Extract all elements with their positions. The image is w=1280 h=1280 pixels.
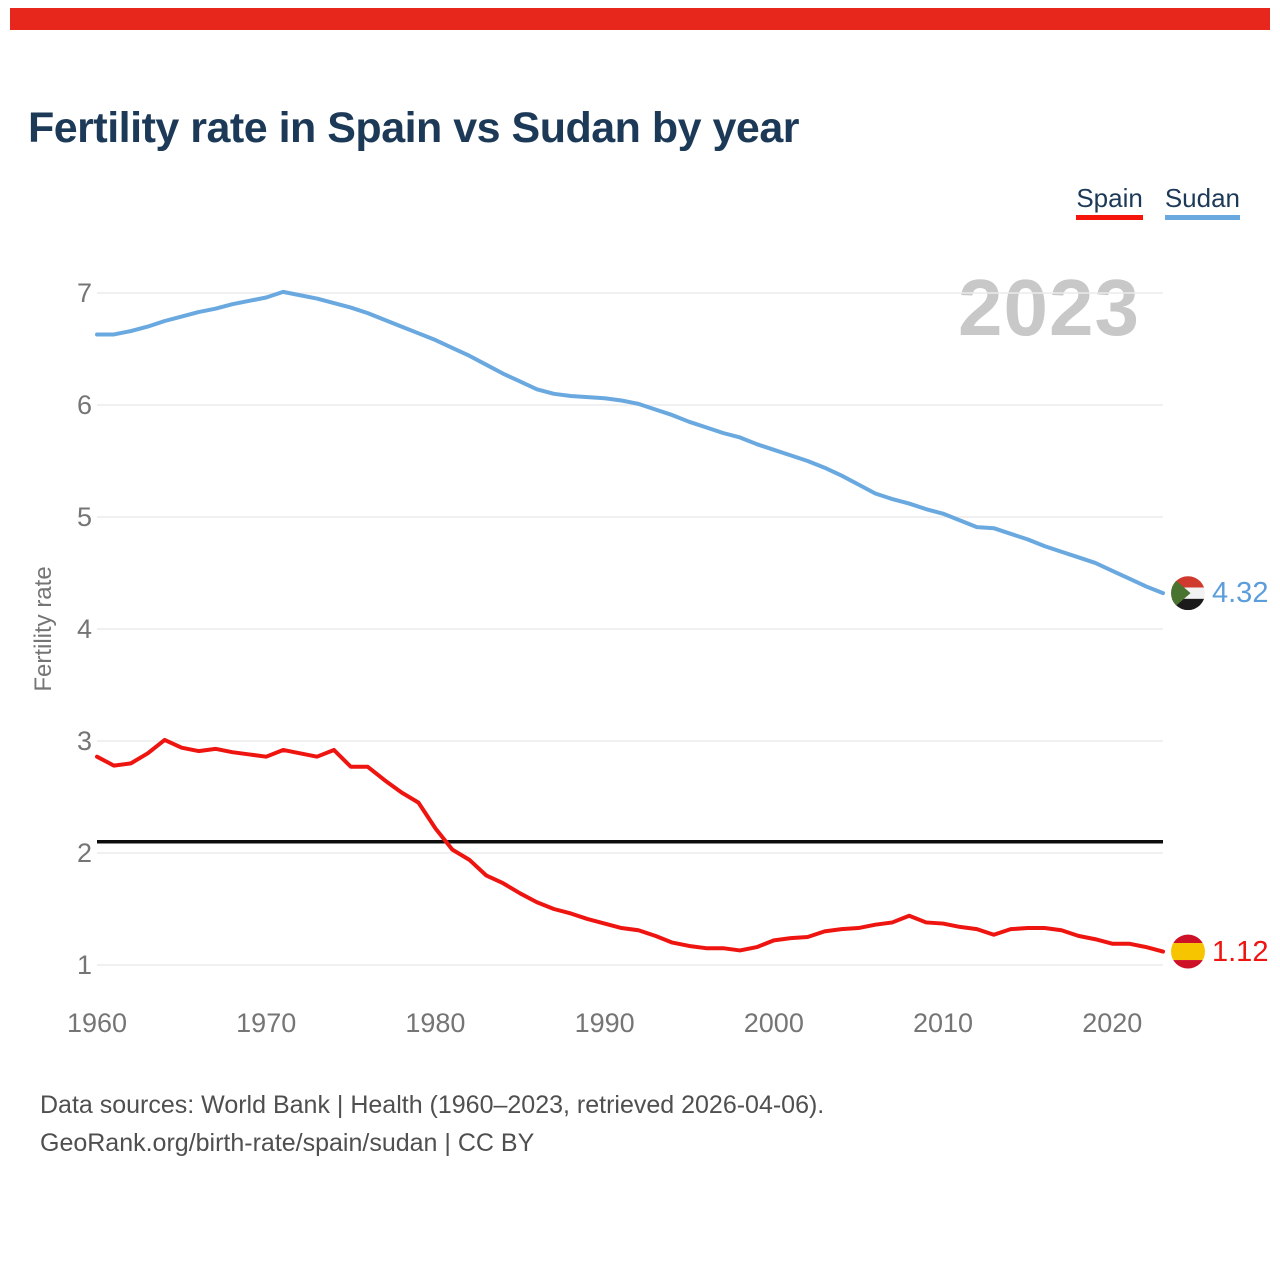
sudan-end-value: 4.32: [1212, 577, 1269, 610]
legend: Spain Sudan: [1076, 184, 1240, 220]
legend-item-sudan[interactable]: Sudan: [1164, 184, 1240, 220]
spain-flag-icon: [1171, 934, 1205, 969]
data-source-line: Data sources: World Bank | Health (1960–…: [40, 1091, 825, 1119]
license-line: GeoRank.org/birth-rate/spain/sudan | CC …: [40, 1129, 535, 1157]
top-accent-bar: [10, 8, 1270, 30]
legend-item-spain[interactable]: Spain: [1076, 184, 1143, 220]
sudan-flag-icon: [1171, 576, 1205, 611]
sudan-line: [95, 289, 1165, 596]
footer-attribution: Data sources: World Bank | Health (1960–…: [40, 1086, 824, 1162]
spain-line: [95, 737, 1165, 954]
page-title: Fertility rate in Spain vs Sudan by year: [28, 104, 800, 152]
spain-end-value: 1.12: [1212, 935, 1269, 968]
year-watermark: 2023: [958, 263, 1140, 352]
